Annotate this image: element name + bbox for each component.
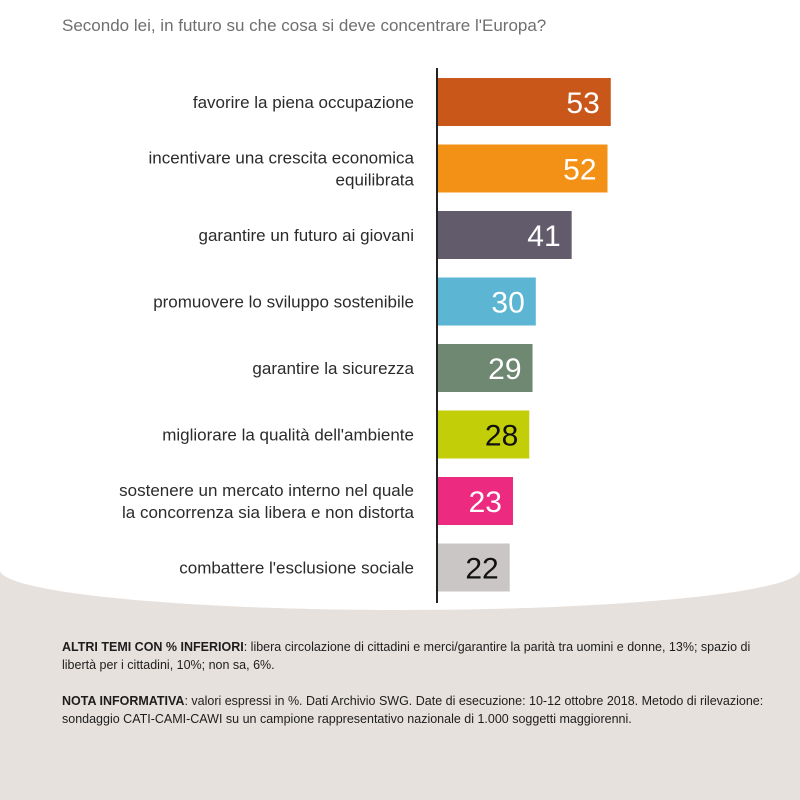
category-label-2: garantire un futuro ai giovani <box>199 226 414 245</box>
category-label-1: incentivare una crescita economica equili… <box>148 149 414 190</box>
category-label-line: combattere l'esclusione sociale <box>179 559 414 578</box>
chart-question: Secondo lei, in futuro su che cosa si de… <box>62 16 547 35</box>
bar-0 <box>438 78 611 126</box>
bar-1 <box>438 144 608 193</box>
category-label-line: equilibrata <box>336 171 415 190</box>
bar-chart: 53 favorire la piena occupazione 52 incenti… <box>119 68 611 603</box>
bar-value-label-6: 23 <box>469 486 502 519</box>
bar-2 <box>438 211 572 259</box>
bar-6 <box>438 477 513 525</box>
category-label-line: garantire un futuro ai giovani <box>199 226 414 245</box>
chart-card <box>0 0 800 610</box>
bar-value-label-5: 28 <box>485 420 518 453</box>
bar-4 <box>438 344 533 392</box>
footnotes: ALTRI TEMI CON % INFERIORI: libera circo… <box>62 638 764 746</box>
category-label-3: promuovere lo sviluppo sostenibile <box>153 293 414 312</box>
category-label-0: favorire la piena occupazione <box>193 93 414 112</box>
note-other-topics-text: : libera circolazione di cittadini e mer… <box>62 640 751 672</box>
category-label-line: migliorare la qualità dell'ambiente <box>162 426 414 445</box>
bar-value-label-4: 29 <box>488 353 521 386</box>
bar-value-label-7: 22 <box>465 553 498 586</box>
note-methodology-text: : valori espressi in %. Dati Archivio SW… <box>62 694 764 726</box>
bar-5 <box>438 410 530 459</box>
bar-7 <box>438 543 510 592</box>
category-label-line: promuovere lo sviluppo sostenibile <box>153 293 414 312</box>
bar-value-label-1: 52 <box>563 154 596 187</box>
category-label-line: la concorrenza sia libera e non distorta <box>122 503 415 522</box>
bar-value-label-0: 53 <box>566 87 599 120</box>
note-methodology: NOTA INFORMATIVA: valori espressi in %. … <box>62 692 764 728</box>
note-other-topics: ALTRI TEMI CON % INFERIORI: libera circo… <box>62 638 764 674</box>
category-label-5: migliorare la qualità dell'ambiente <box>162 426 414 445</box>
bar-value-label-3: 30 <box>491 287 524 320</box>
category-label-7: combattere l'esclusione sociale <box>179 559 414 578</box>
category-label-6: sostenere un mercato interno nel quale la… <box>119 481 414 522</box>
category-label-4: garantire la sicurezza <box>252 359 414 378</box>
note-methodology-title: NOTA INFORMATIVA <box>62 694 185 708</box>
category-label-line: incentivare una crescita economica <box>148 149 414 168</box>
note-other-topics-title: ALTRI TEMI CON % INFERIORI <box>62 640 244 654</box>
category-label-line: garantire la sicurezza <box>252 359 414 378</box>
category-label-line: favorire la piena occupazione <box>193 93 414 112</box>
bar-3 <box>438 277 536 326</box>
bar-value-label-2: 41 <box>527 220 560 253</box>
category-label-line: sostenere un mercato interno nel quale <box>119 481 414 500</box>
